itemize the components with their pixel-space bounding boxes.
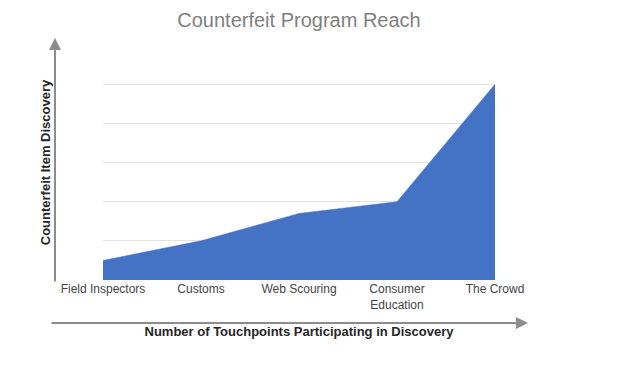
svg-text:ConsumerEducation: ConsumerEducation xyxy=(369,282,424,312)
svg-text:Number of Touchpoints Particip: Number of Touchpoints Participating in D… xyxy=(145,324,455,339)
svg-text:Field Inspectors: Field Inspectors xyxy=(61,282,146,296)
svg-text:Counterfeit Program Reach: Counterfeit Program Reach xyxy=(177,9,420,31)
svg-text:Web Scouring: Web Scouring xyxy=(261,282,336,296)
svg-text:Customs: Customs xyxy=(177,282,224,296)
svg-text:The Crowd: The Crowd xyxy=(466,282,525,296)
svg-text:Counterfeit Item Discovery: Counterfeit Item Discovery xyxy=(38,79,53,245)
